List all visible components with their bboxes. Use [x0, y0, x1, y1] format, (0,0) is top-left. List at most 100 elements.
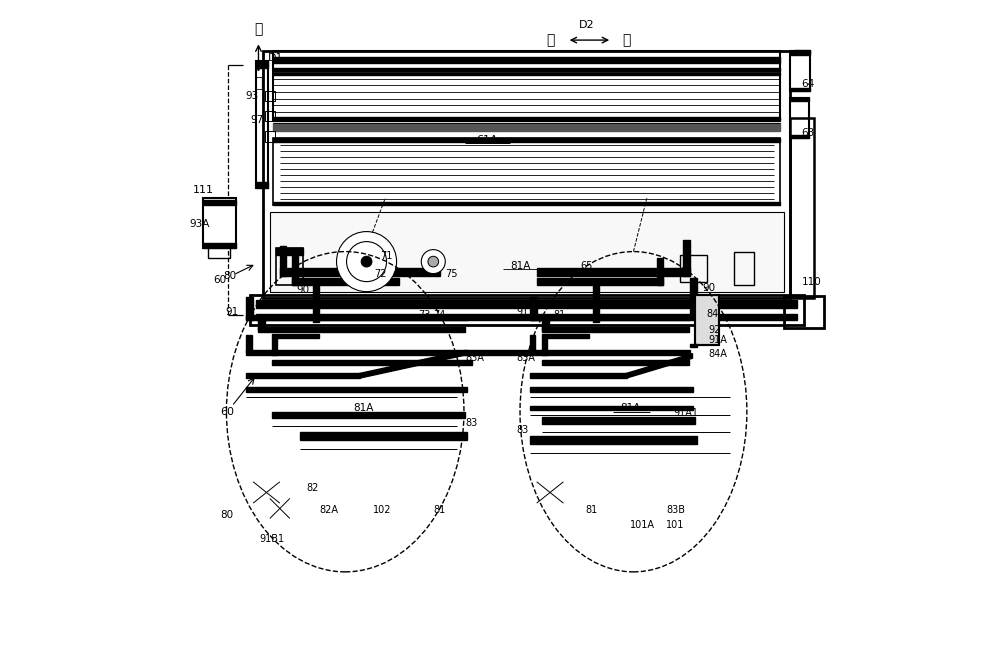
Bar — [690, 344, 697, 347]
Bar — [537, 278, 663, 285]
Bar — [790, 52, 810, 92]
Bar — [258, 316, 265, 330]
Text: 81: 81 — [585, 505, 598, 515]
Bar — [250, 295, 804, 325]
Bar — [542, 334, 589, 338]
Text: 91A1: 91A1 — [673, 408, 698, 418]
Text: 上: 上 — [254, 22, 263, 36]
Text: 61A: 61A — [476, 135, 497, 145]
Polygon shape — [359, 350, 465, 379]
Text: 84: 84 — [707, 309, 719, 319]
Text: 91: 91 — [225, 307, 238, 317]
Text: 65: 65 — [580, 261, 592, 271]
Text: 111: 111 — [193, 184, 214, 194]
Bar — [530, 315, 690, 320]
Bar — [790, 135, 809, 138]
Bar — [313, 281, 319, 322]
Text: 83: 83 — [517, 425, 529, 435]
Text: 97: 97 — [250, 115, 264, 125]
Circle shape — [421, 250, 445, 273]
Bar — [265, 131, 275, 141]
Bar — [272, 360, 472, 365]
Circle shape — [361, 256, 372, 267]
Text: 83A: 83A — [517, 353, 536, 363]
Text: 91A: 91A — [709, 336, 728, 345]
Bar — [542, 338, 547, 355]
Bar — [530, 436, 697, 444]
Bar — [542, 316, 549, 330]
Bar — [273, 73, 780, 76]
Bar — [272, 338, 277, 355]
Bar — [790, 98, 809, 138]
Text: 101: 101 — [665, 520, 684, 530]
Bar — [246, 315, 467, 320]
Bar — [256, 314, 797, 320]
Text: 60: 60 — [213, 275, 226, 285]
Bar — [300, 431, 467, 440]
Bar — [593, 281, 599, 322]
Text: 91: 91 — [517, 307, 529, 317]
Text: 74: 74 — [433, 310, 446, 320]
Bar — [256, 62, 268, 68]
Bar — [256, 300, 797, 308]
Bar — [272, 412, 465, 418]
Bar — [530, 335, 535, 352]
Bar — [276, 249, 303, 285]
Bar — [265, 111, 275, 121]
Bar — [258, 327, 465, 332]
Bar — [273, 57, 780, 64]
Bar — [246, 373, 360, 379]
Bar — [273, 68, 780, 72]
Text: 101A: 101A — [630, 520, 655, 530]
Text: 73: 73 — [418, 310, 430, 320]
Bar — [530, 387, 693, 392]
Text: 82: 82 — [307, 484, 319, 494]
Bar — [280, 268, 440, 276]
Bar — [272, 334, 319, 338]
Text: 90: 90 — [296, 285, 310, 295]
Bar — [542, 417, 695, 423]
Bar — [695, 295, 719, 345]
Text: 81A: 81A — [620, 403, 640, 413]
Bar — [680, 255, 707, 281]
Text: 84A: 84A — [709, 348, 728, 358]
Bar — [273, 202, 780, 205]
Bar — [203, 198, 236, 249]
Bar — [273, 52, 780, 121]
Bar — [465, 350, 532, 355]
Text: 81A: 81A — [510, 261, 530, 271]
Text: 90: 90 — [702, 283, 715, 293]
Text: 102: 102 — [373, 505, 392, 515]
Bar — [246, 335, 252, 352]
Text: D1: D1 — [268, 53, 283, 63]
Text: D2: D2 — [579, 19, 595, 29]
Bar — [657, 258, 663, 285]
Text: 92: 92 — [709, 325, 721, 334]
Bar — [263, 52, 790, 298]
Bar — [530, 407, 693, 411]
Text: 93: 93 — [245, 91, 258, 101]
Bar — [273, 138, 780, 205]
Text: 71: 71 — [380, 251, 392, 261]
Bar — [208, 245, 230, 258]
Text: 64: 64 — [802, 79, 815, 89]
Text: 91B1: 91B1 — [260, 533, 285, 543]
Text: 81: 81 — [433, 505, 446, 515]
Polygon shape — [625, 354, 692, 379]
Bar — [542, 360, 689, 365]
Text: 72: 72 — [375, 269, 387, 279]
Bar — [690, 278, 697, 318]
Bar — [203, 200, 236, 205]
Circle shape — [347, 242, 387, 281]
Bar — [292, 278, 399, 285]
Bar — [280, 247, 286, 276]
Bar — [246, 387, 467, 392]
Bar — [683, 240, 690, 276]
Circle shape — [337, 232, 397, 291]
Circle shape — [428, 256, 439, 267]
Text: 82A: 82A — [320, 505, 339, 515]
Bar — [542, 327, 689, 332]
Bar — [256, 182, 268, 188]
Bar — [265, 92, 275, 101]
Text: 60: 60 — [220, 407, 234, 417]
